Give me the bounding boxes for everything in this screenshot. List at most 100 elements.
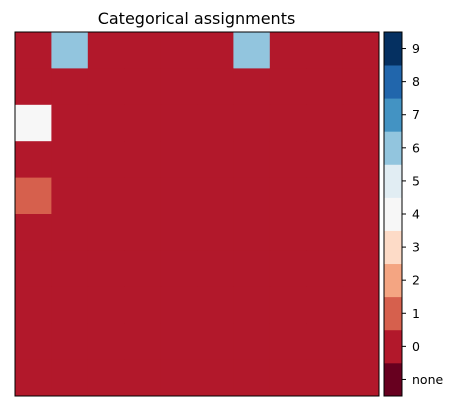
heatmap-cell <box>306 250 344 288</box>
heatmap-cell <box>15 250 52 288</box>
heatmap-cell <box>87 323 125 361</box>
heatmap-cell <box>160 141 198 179</box>
heatmap-cell <box>306 286 344 324</box>
heatmap-cell <box>197 286 234 324</box>
colorbar-tick-label: 0 <box>412 339 420 354</box>
heatmap-cell <box>306 141 344 179</box>
heatmap-cell <box>342 177 380 215</box>
heatmap-cell <box>197 32 234 69</box>
heatmap-frame <box>14 31 380 397</box>
heatmap-cell <box>51 177 89 215</box>
heatmap-cell <box>342 214 380 251</box>
heatmap-cell <box>15 214 52 251</box>
heatmap-cell <box>160 286 198 324</box>
colorbar-tick-label: 7 <box>412 107 420 122</box>
heatmap-cell <box>233 359 271 397</box>
heatmap-cell <box>51 141 89 179</box>
heatmap-cell <box>197 104 234 142</box>
heatmap-cell <box>51 286 89 324</box>
colorbar-segment <box>384 296 402 331</box>
heatmap-cell <box>160 250 198 288</box>
heatmap-cell <box>15 323 52 361</box>
heatmap-cell <box>306 68 344 106</box>
heatmap-cell <box>160 68 198 106</box>
colorbar <box>384 32 402 397</box>
heatmap-cell <box>15 141 52 179</box>
colorbar-tick-label: 3 <box>412 240 420 255</box>
heatmap-cell <box>342 359 380 397</box>
heatmap-cell <box>160 214 198 251</box>
colorbar-segment <box>384 263 402 298</box>
heatmap-cell <box>124 323 162 361</box>
chart-title: Categorical assignments <box>98 9 296 28</box>
heatmap-cell <box>342 32 380 69</box>
heatmap-cell <box>124 32 162 69</box>
heatmap-cell <box>233 323 271 361</box>
heatmap-cell <box>342 141 380 179</box>
heatmap-cell <box>269 68 307 106</box>
heatmap-cell <box>87 250 125 288</box>
heatmap-cell <box>306 359 344 397</box>
heatmap-cell <box>160 32 198 69</box>
heatmap-cell <box>124 359 162 397</box>
colorbar-segment <box>384 32 402 66</box>
heatmap-cell <box>197 214 234 251</box>
heatmap-cell <box>51 104 89 142</box>
heatmap-cell <box>15 104 52 142</box>
heatmap-cell <box>233 68 271 106</box>
heatmap-cell <box>160 323 198 361</box>
heatmap-cell <box>51 250 89 288</box>
heatmap-cell <box>124 141 162 179</box>
heatmap-cell <box>306 177 344 215</box>
heatmap-cell <box>87 68 125 106</box>
colorbar-segment <box>384 131 402 165</box>
heatmap-cell <box>15 32 52 69</box>
heatmap-cell <box>87 286 125 324</box>
heatmap-cell <box>306 214 344 251</box>
heatmap-cell <box>51 214 89 251</box>
heatmap-cell <box>124 104 162 142</box>
heatmap-cell <box>51 68 89 106</box>
heatmap-cell <box>233 214 271 251</box>
heatmap-cell <box>87 141 125 179</box>
colorbar-segment <box>384 362 402 397</box>
colorbar-segment <box>384 65 402 99</box>
colorbar-tick-label: 8 <box>412 74 420 89</box>
heatmap-cell <box>233 250 271 288</box>
colorbar-segment <box>384 197 402 231</box>
heatmap-cell <box>269 32 307 69</box>
heatmap-cell <box>87 177 125 215</box>
colorbar-tick-label: none <box>412 372 443 387</box>
heatmap-cell <box>269 177 307 215</box>
colorbar-segment <box>384 164 402 198</box>
colorbar-ticks: none 0 1 2 3 4 5 6 7 8 9 <box>402 41 443 387</box>
heatmap-cell <box>160 359 198 397</box>
heatmap-cell <box>87 214 125 251</box>
heatmap-cell <box>342 68 380 106</box>
heatmap-cell <box>269 359 307 397</box>
heatmap-cell <box>197 68 234 106</box>
heatmap-cell <box>15 68 52 106</box>
heatmap-cell <box>124 250 162 288</box>
heatmap-cell <box>233 141 271 179</box>
heatmap-cell <box>160 177 198 215</box>
heatmap-cell <box>15 177 52 215</box>
heatmap-cell <box>233 32 271 69</box>
heatmap-cell <box>124 214 162 251</box>
heatmap-cell <box>51 359 89 397</box>
heatmap-cell <box>87 104 125 142</box>
colorbar-segment <box>384 230 402 265</box>
heatmap-cell <box>269 141 307 179</box>
heatmap-cell <box>233 286 271 324</box>
heatmap-cell <box>160 104 198 142</box>
colorbar-tick-label: 5 <box>412 173 420 188</box>
heatmap-cell <box>342 323 380 361</box>
heatmap-cell <box>197 141 234 179</box>
heatmap-cell <box>197 323 234 361</box>
colorbar-tick-label: 9 <box>412 41 420 56</box>
heatmap-cell <box>269 250 307 288</box>
heatmap-cell <box>124 68 162 106</box>
heatmap-cell <box>51 32 89 69</box>
colorbar-tick-label: 6 <box>412 140 420 155</box>
